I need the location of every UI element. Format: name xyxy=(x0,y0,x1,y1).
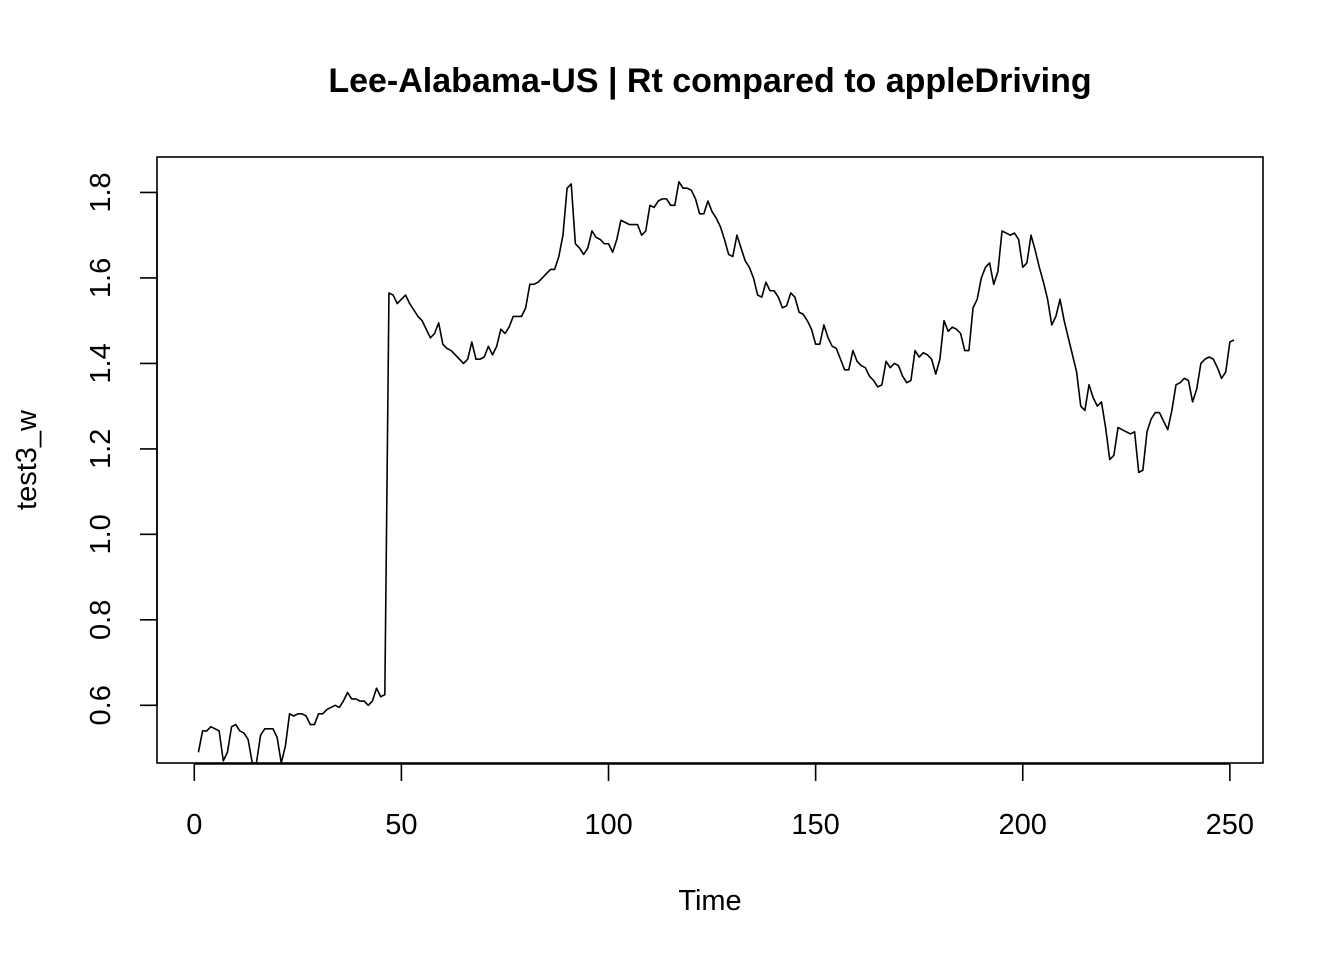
y-tick-label: 0.8 xyxy=(85,600,117,640)
x-axis: 0 50 100 150 200 250 xyxy=(186,763,1254,841)
chart-title: Lee-Alabama-US | Rt compared to appleDri… xyxy=(328,62,1091,100)
x-tick-label: 50 xyxy=(385,809,417,841)
series-line xyxy=(197,180,1235,764)
x-tick-label: 150 xyxy=(791,809,839,841)
x-tick-label: 250 xyxy=(1206,809,1254,841)
y-tick-label: 1.8 xyxy=(85,172,117,212)
y-axis-label: test3_w xyxy=(11,409,43,510)
y-tick-label: 0.6 xyxy=(85,685,117,725)
y-axis: 0.6 0.8 1.0 1.2 1.4 1.6 1.8 xyxy=(85,172,158,725)
x-tick-label: 100 xyxy=(584,809,632,841)
x-tick-label: 0 xyxy=(186,809,202,841)
x-tick-label: 200 xyxy=(999,809,1047,841)
y-tick-label: 1.0 xyxy=(85,514,117,554)
y-tick-label: 1.4 xyxy=(85,343,117,383)
y-tick-label: 1.2 xyxy=(85,429,117,469)
plot-frame xyxy=(156,156,1264,764)
y-tick-label: 1.6 xyxy=(85,258,117,298)
x-axis-label: Time xyxy=(678,885,741,917)
